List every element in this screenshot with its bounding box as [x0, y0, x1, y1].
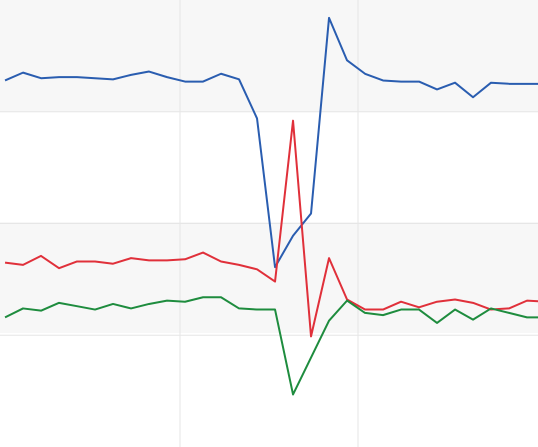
plot-band: [0, 0, 538, 112]
data-line: [4, 119, 538, 338]
data-line: [4, 16, 538, 269]
data-line: [4, 296, 538, 396]
